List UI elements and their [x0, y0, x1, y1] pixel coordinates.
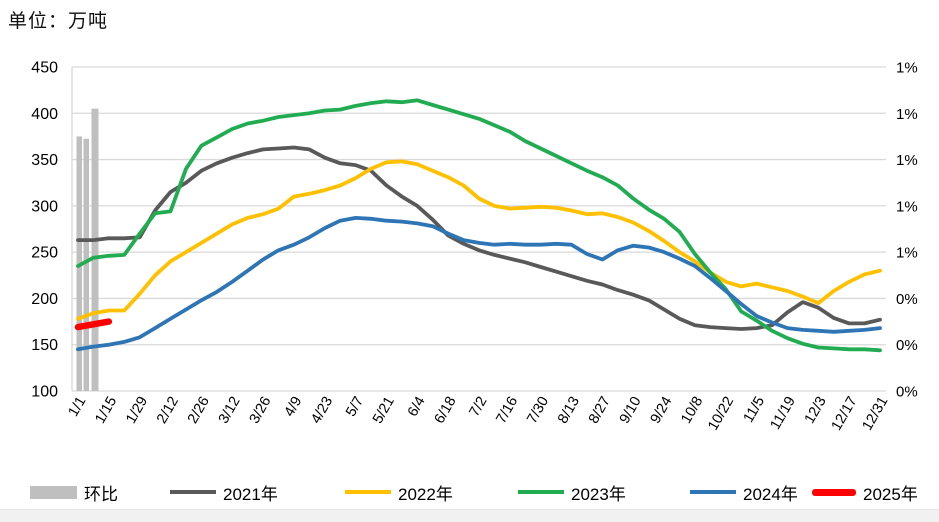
y-right-tick-label: 1%: [896, 60, 918, 77]
x-tick-label: 8/27: [586, 394, 614, 426]
x-tick-label: 1/15: [92, 394, 120, 426]
huanbi-bar[interactable]: [83, 138, 90, 391]
legend-item-huanbi[interactable]: 环比: [30, 477, 118, 507]
legend-item-y2025[interactable]: 2025年: [812, 477, 918, 507]
series-line-2024[interactable]: [76, 215, 882, 352]
x-tick-label: 12/31: [859, 394, 891, 433]
y-left-tick-label: 100: [31, 384, 58, 401]
x-tick-label: 1/1: [66, 394, 90, 419]
chart-title: 单位：万吨: [8, 10, 109, 32]
legend-swatch-y2023: [518, 490, 564, 494]
legend-swatch-huanbi: [30, 485, 77, 499]
y-right-tick-label: 1%: [896, 198, 918, 215]
x-tick-label: 5/7: [343, 394, 367, 419]
y-left-tick-label: 400: [31, 106, 58, 123]
legend-item-y2021[interactable]: 2021年: [170, 477, 278, 507]
legend-label: 2025年: [863, 484, 918, 504]
series-line-2021[interactable]: [76, 145, 882, 331]
huanbi-bar[interactable]: [91, 108, 99, 392]
x-tick-label: 12/17: [829, 394, 861, 433]
y-left-tick-label: 300: [31, 198, 58, 215]
legend-label: 2023年: [571, 484, 626, 504]
x-tick-label: 2/12: [154, 394, 182, 426]
y-right-tick-label: 1%: [896, 245, 918, 262]
legend-label: 2022年: [398, 484, 453, 504]
series-line-2023[interactable]: [76, 98, 882, 353]
legend-swatch-y2025: [812, 488, 856, 496]
series-line-2022[interactable]: [76, 159, 882, 321]
x-tick-label: 5/21: [370, 394, 398, 426]
y-right-tick-label: 0%: [896, 337, 918, 354]
legend-label: 2021年: [223, 484, 278, 504]
x-tick-label: 8/13: [555, 394, 583, 426]
bottom-strip: [0, 509, 939, 522]
x-tick-label: 9/10: [617, 394, 645, 426]
legend-item-y2023[interactable]: 2023年: [518, 477, 626, 507]
legend-swatch-y2021: [170, 490, 216, 494]
x-tick-label: 11/19: [767, 394, 798, 433]
x-tick-label: 10/8: [678, 394, 706, 426]
x-tick-label: 4/9: [281, 394, 305, 419]
legend-swatch-y2022: [345, 490, 391, 494]
x-tick-label: 7/16: [493, 394, 521, 426]
legend-label: 环比: [84, 484, 118, 504]
x-tick-label: 7/30: [524, 394, 552, 426]
legend-label: 2024年: [743, 484, 798, 504]
x-tick-label: 2/26: [185, 394, 213, 426]
x-tick-label: 3/26: [247, 394, 275, 426]
x-tick-label: 9/24: [648, 394, 676, 426]
y-left-tick-label: 450: [31, 60, 58, 77]
x-tick-label: 4/23: [308, 394, 336, 426]
x-tick-label: 3/12: [216, 394, 244, 426]
y-left-tick-label: 250: [31, 245, 58, 262]
plot-area: 450 1% 400 1% 350 1% 300 1% 250 1% 200 0% 150 0% 100 0%…: [31, 60, 918, 434]
x-tick-label: 1/29: [123, 394, 151, 426]
y-right-tick-label: 0%: [896, 291, 918, 308]
x-tick-label: 6/4: [405, 394, 429, 419]
legend-item-y2022[interactable]: 2022年: [345, 477, 453, 507]
legend: 环比 2021年 2022年 2023年 2024年 2025年: [0, 477, 939, 507]
y-left-tick-label: 150: [31, 337, 58, 354]
series-line-2025[interactable]: [74, 318, 113, 331]
x-tick-label: 6/18: [432, 394, 460, 426]
y-left-tick-label: 200: [31, 291, 58, 308]
x-tick-label: 12/3: [802, 394, 830, 426]
x-tick-label: 10/22: [705, 394, 737, 433]
legend-item-y2024[interactable]: 2024年: [690, 477, 798, 507]
y-right-tick-label: 0%: [896, 384, 918, 401]
legend-swatch-y2024: [690, 490, 736, 494]
x-tick-label: 11/5: [741, 394, 768, 426]
x-tick-label: 7/2: [467, 394, 491, 419]
y-right-tick-label: 1%: [896, 152, 918, 169]
y-left-tick-label: 350: [31, 152, 58, 169]
y-right-tick-label: 1%: [896, 106, 918, 123]
